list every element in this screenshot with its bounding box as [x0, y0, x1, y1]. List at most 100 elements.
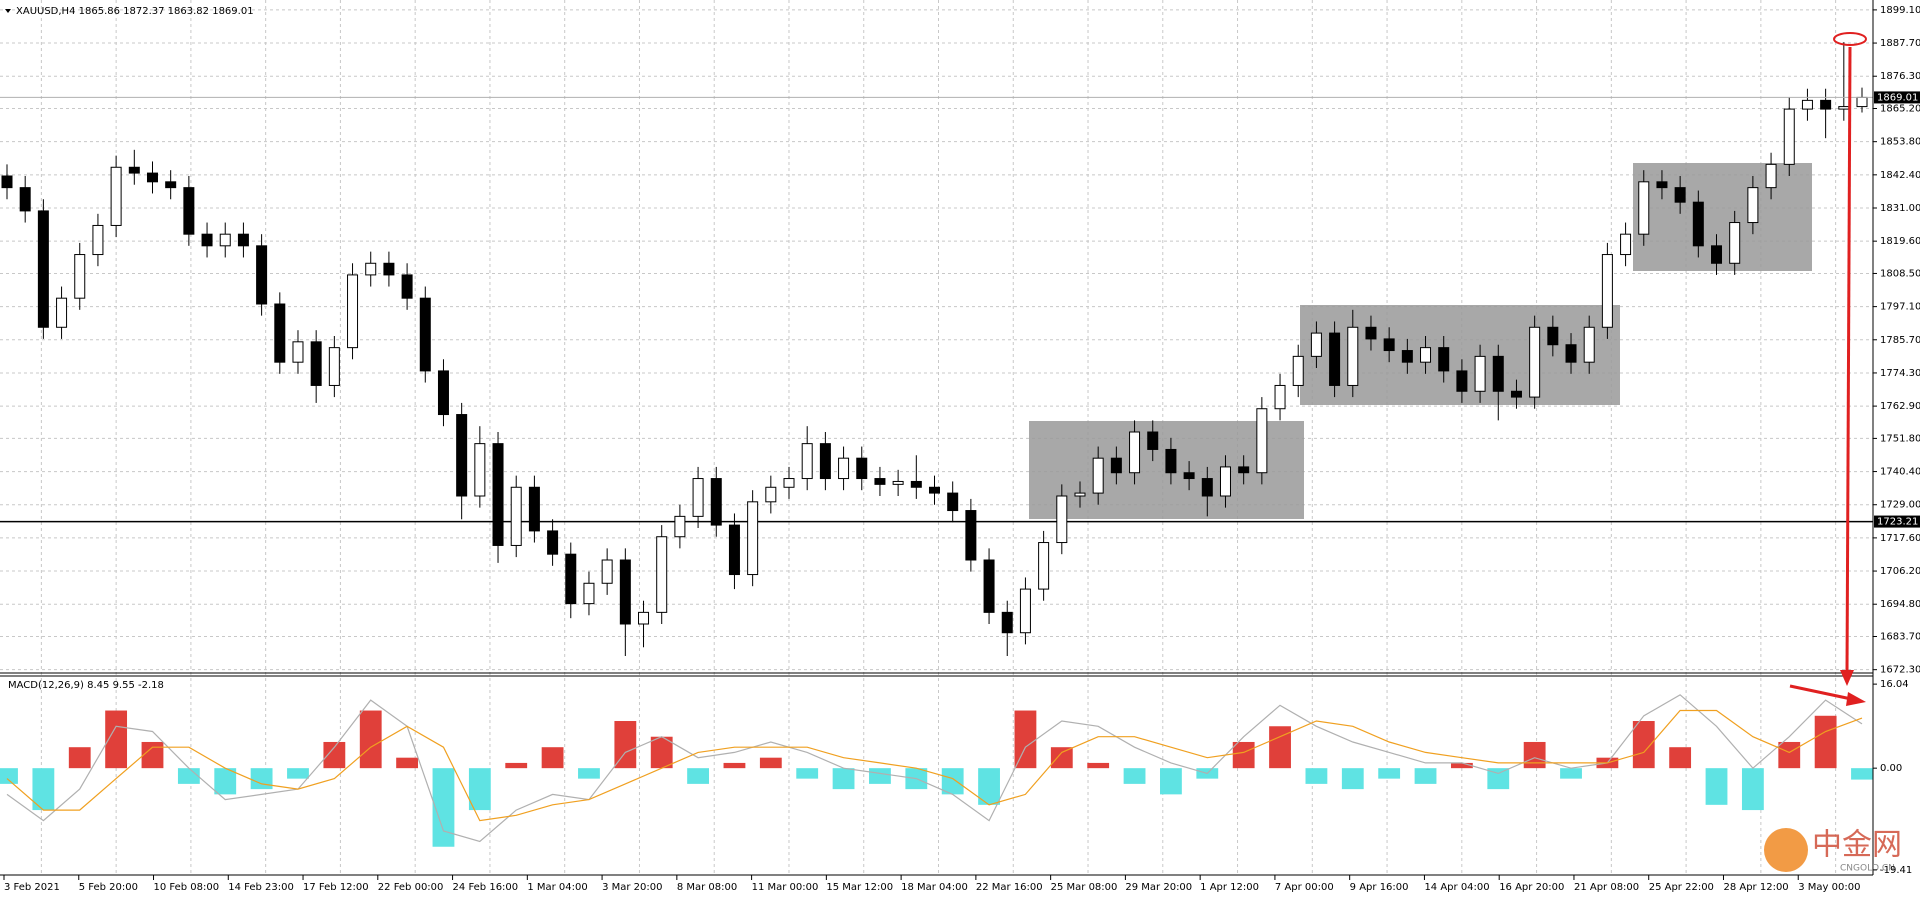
macd-bar — [1814, 715, 1837, 769]
macd-tick-label: -19.41 — [1880, 865, 1912, 876]
candle-body — [856, 457, 868, 480]
macd-bar — [1560, 768, 1582, 779]
candle-body — [219, 233, 231, 247]
candle-body — [437, 370, 449, 416]
annotation-arrow — [1845, 46, 1852, 673]
candle-body — [1183, 472, 1195, 480]
y-tick-label: 1774.30 — [1880, 368, 1920, 379]
candle-body — [1310, 332, 1322, 357]
macd-bar — [869, 768, 891, 784]
candle-body — [1092, 457, 1104, 494]
candle-body — [401, 274, 413, 299]
candle-body — [1565, 344, 1577, 363]
macd-bar — [1450, 762, 1473, 769]
candle-body — [983, 559, 995, 613]
annotation-ellipse — [1833, 32, 1867, 46]
candle-body — [1711, 245, 1723, 264]
macd-tick-label: 16.04 — [1880, 679, 1909, 690]
y-tick-label: 1808.50 — [1880, 268, 1920, 279]
y-tick-label: 1887.70 — [1880, 38, 1920, 49]
macd-tick-label: 0.00 — [1880, 763, 1902, 774]
y-tick-label: 1819.60 — [1880, 236, 1920, 247]
x-tick-label: 25 Apr 22:00 — [1649, 882, 1714, 893]
macd-bar — [1741, 768, 1764, 811]
x-tick-label: 25 Mar 08:00 — [1051, 882, 1118, 893]
candle-body — [365, 262, 377, 276]
current-price-tag — [1874, 91, 1920, 104]
y-tick-label: 1729.00 — [1880, 500, 1920, 511]
macd-bar — [1341, 768, 1364, 790]
macd-bar — [1305, 768, 1328, 784]
annotation-arrow — [1789, 684, 1857, 702]
candle-body — [1001, 611, 1013, 634]
candle-body — [1, 175, 13, 189]
macd-bar — [468, 768, 491, 811]
macd-bar — [650, 736, 673, 769]
candle-body — [1492, 355, 1504, 392]
candle-body — [1510, 390, 1522, 398]
x-tick-label: 8 Mar 08:00 — [677, 882, 737, 893]
candle-body — [1456, 370, 1468, 392]
candle-body — [1110, 457, 1122, 474]
macd-bar — [505, 762, 528, 769]
macd-line — [6, 709, 1863, 822]
candle-body — [801, 443, 813, 480]
macd-bar — [177, 768, 200, 784]
macd-bar — [759, 757, 782, 769]
candle-body — [74, 254, 86, 299]
candle-body — [383, 262, 395, 276]
candle-body — [292, 341, 304, 363]
candle-body — [146, 172, 158, 183]
candle-body — [583, 582, 595, 605]
menu-arrow — [5, 9, 11, 13]
candle-body — [1056, 495, 1068, 544]
candle-body — [1838, 106, 1850, 110]
x-tick-label: 5 Feb 20:00 — [79, 882, 138, 893]
candle-body — [474, 443, 486, 497]
candle-body — [237, 233, 249, 247]
plot — [0, 42, 1873, 847]
candle-body — [347, 274, 359, 349]
candle-body — [656, 536, 668, 613]
candle-body — [1438, 347, 1450, 372]
y-tick-label: 1717.60 — [1880, 533, 1920, 544]
candle-body — [874, 478, 886, 485]
macd-bar — [796, 768, 819, 779]
macd-bar — [1087, 762, 1110, 769]
x-tick-label: 3 Feb 2021 — [4, 882, 60, 893]
macd-bar — [359, 710, 382, 769]
x-tick-label: 1 Apr 12:00 — [1200, 882, 1259, 893]
candle-body — [92, 224, 104, 256]
chart-title: XAUUSD,H4 1865.86 1872.37 1863.82 1869.0… — [16, 6, 254, 17]
candle-body — [456, 414, 468, 497]
candle-body — [1674, 187, 1686, 203]
watermark-logo — [1764, 828, 1808, 872]
candle-body — [310, 341, 322, 386]
y-tick-label: 1865.20 — [1880, 104, 1920, 115]
macd-bar — [723, 762, 746, 769]
candle-body — [1329, 332, 1341, 386]
y-tick-label: 1853.80 — [1880, 137, 1920, 148]
macd-bar — [287, 768, 309, 779]
x-tick-label: 1 Mar 04:00 — [527, 882, 587, 893]
x-tick-label: 10 Feb 08:00 — [154, 882, 220, 893]
macd-bar — [1123, 768, 1146, 784]
candle-body — [1274, 384, 1286, 410]
price-level-tag — [1874, 515, 1920, 528]
macd-bar — [1269, 726, 1291, 769]
current-price-label: 1869.01 — [1877, 92, 1918, 103]
candle-body — [256, 245, 268, 305]
macd-bar — [1378, 768, 1401, 779]
macd-bar — [978, 768, 1000, 805]
macd-bar — [1778, 741, 1801, 769]
candle-body — [1474, 355, 1486, 392]
candle-body — [565, 553, 577, 605]
macd-bar — [1014, 710, 1037, 769]
candle-body — [838, 457, 850, 480]
candle-body — [128, 166, 140, 174]
candle-body — [110, 166, 122, 226]
candle-body — [619, 559, 631, 625]
candle-body — [1201, 478, 1213, 497]
